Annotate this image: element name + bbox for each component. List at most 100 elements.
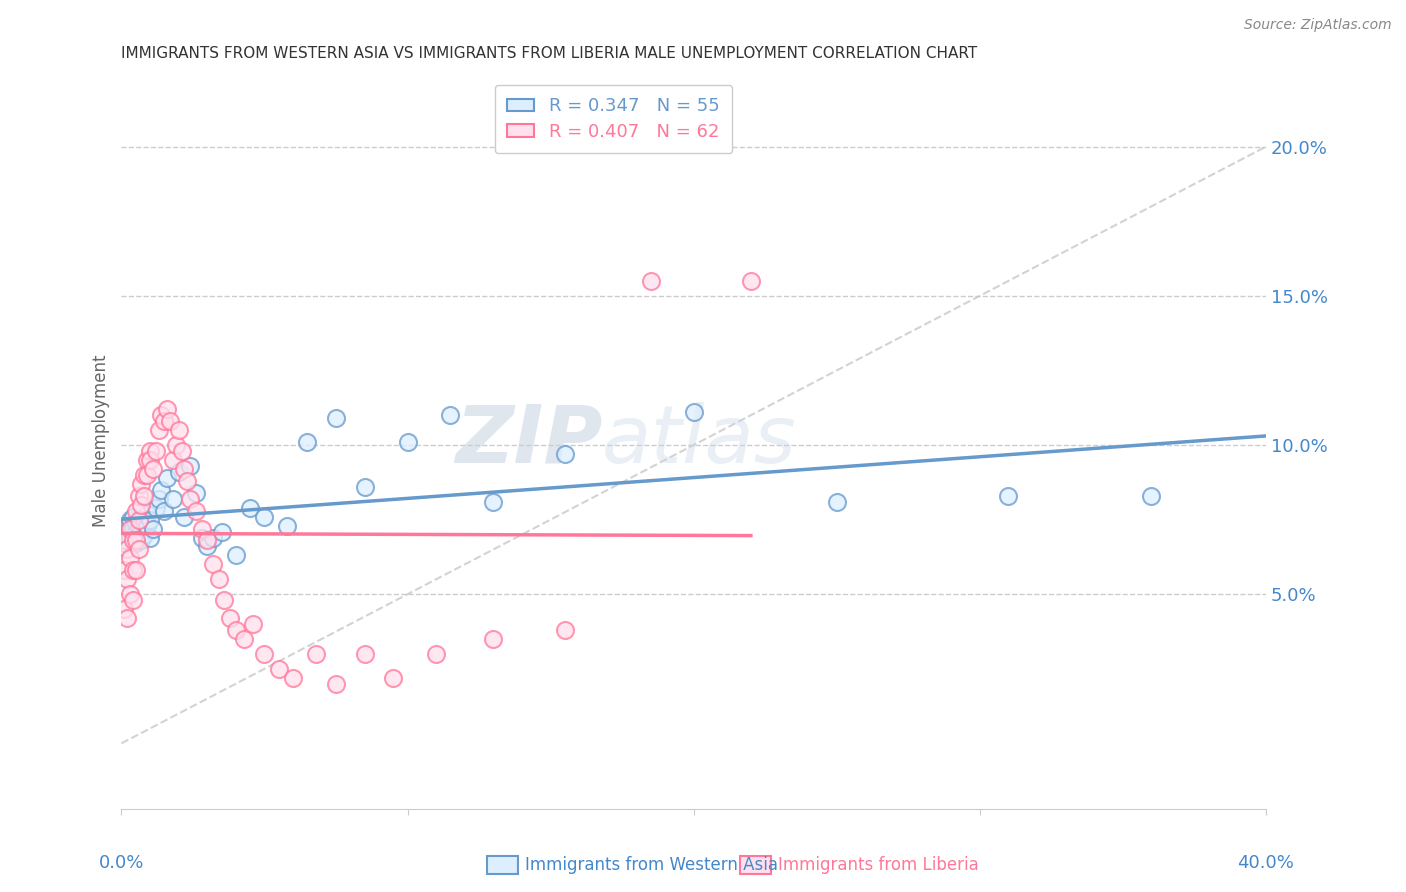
Point [131,513,153,527]
Point [211,524,233,539]
Point [122,563,145,577]
Point [281,671,304,685]
Point [150,483,173,497]
Point [112,533,135,548]
Text: ZIP: ZIP [454,401,602,480]
Point [325,411,347,425]
Point [125,533,148,548]
Point [239,500,262,515]
Point [156,402,179,417]
Point [115,611,138,625]
Point [190,531,212,545]
Text: Source: ZipAtlas.com: Source: ZipAtlas.com [1244,18,1392,32]
Point [170,444,193,458]
Point [118,513,141,527]
Point [382,671,405,685]
Point [145,500,167,515]
Point [128,527,150,541]
Point [136,507,159,521]
Point [118,522,141,536]
Point [112,524,135,539]
Point [128,542,150,557]
Point [179,491,201,506]
Point [112,602,135,616]
Point [128,518,150,533]
Point [139,531,162,545]
Point [125,516,148,530]
Point [125,563,148,577]
Text: atlas: atlas [602,401,797,480]
Point [195,533,218,548]
Point [162,453,184,467]
Point [165,438,187,452]
Point [145,444,167,458]
Legend: R = 0.347   N = 55, R = 0.407   N = 62: R = 0.347 N = 55, R = 0.407 N = 62 [495,85,733,153]
Point [167,465,190,479]
Point [167,423,190,437]
Point [128,513,150,527]
Point [139,444,162,458]
Point [142,522,165,536]
Point [125,503,148,517]
Point [159,414,181,428]
Point [136,518,159,533]
Text: IMMIGRANTS FROM WESTERN ASIA VS IMMIGRANTS FROM LIBERIA MALE UNEMPLOYMENT CORREL: IMMIGRANTS FROM WESTERN ASIA VS IMMIGRAN… [121,46,977,62]
Point [253,647,276,661]
Point [139,453,162,467]
Point [208,572,231,586]
Point [276,518,298,533]
Point [136,467,159,482]
Point [128,533,150,548]
Point [396,435,419,450]
Point [112,563,135,577]
Text: 40.0%: 40.0% [1237,854,1295,871]
Point [225,623,247,637]
Point [305,647,328,661]
Point [122,533,145,548]
Point [131,498,153,512]
Point [253,509,276,524]
Point [118,518,141,533]
Point [131,476,153,491]
Text: 0.0%: 0.0% [98,854,145,871]
Point [156,471,179,485]
Point [195,540,218,554]
Point [297,435,319,450]
Point [125,524,148,539]
Point [115,533,138,548]
Point [173,509,195,524]
Point [128,489,150,503]
Point [233,632,256,646]
Point [153,503,176,517]
Point [825,494,848,508]
Point [554,623,576,637]
Point [201,558,224,572]
Point [184,485,207,500]
Point [150,408,173,422]
Point [148,423,170,437]
Point [425,647,447,661]
Point [134,489,156,503]
Point [122,522,145,536]
Point [122,593,145,607]
Point [554,447,576,461]
Text: Immigrants from Liberia: Immigrants from Liberia [778,856,979,874]
Point [325,676,347,690]
Point [353,647,375,661]
Point [122,533,145,548]
Point [134,516,156,530]
Point [134,467,156,482]
Point [267,662,290,676]
Point [219,611,242,625]
Point [1140,489,1163,503]
Point [134,527,156,541]
Point [125,536,148,550]
Point [131,533,153,548]
Point [439,408,461,422]
Point [115,572,138,586]
Point [184,503,207,517]
Point [740,274,762,288]
Point [353,480,375,494]
Point [136,453,159,467]
Point [139,513,162,527]
